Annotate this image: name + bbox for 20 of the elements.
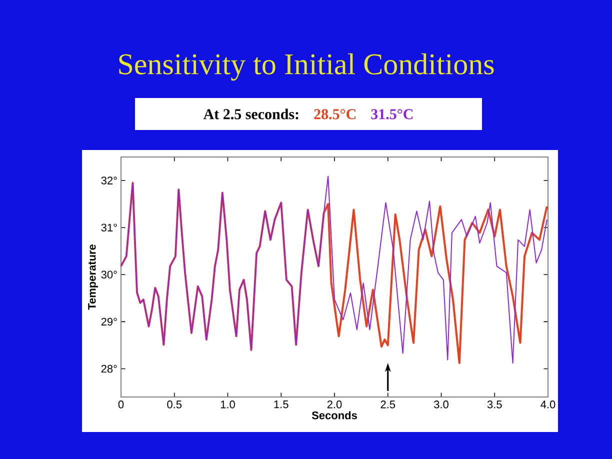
y-tick-label: 28° — [101, 364, 117, 373]
y-tick-label: 30° — [101, 270, 117, 279]
x-tick-label: 3.0 — [434, 400, 448, 408]
x-tick-label: 0 — [118, 400, 124, 408]
text: 28.5°C — [314, 109, 356, 120]
x-tick-label: 0.5 — [167, 400, 182, 408]
x-tick-label: 3.5 — [487, 400, 502, 408]
x-tick-label: 2.0 — [327, 400, 342, 408]
y-axis-title: Temperature — [88, 244, 98, 310]
y-tick-label: 29° — [101, 318, 117, 326]
y-tick-label: 31° — [101, 224, 117, 232]
x-tick-label: 2.5 — [380, 400, 396, 408]
text: At 2.5 seconds: — [203, 108, 298, 120]
x-tick-label: 1.5 — [274, 400, 288, 408]
x-tick-label: 4.0 — [540, 400, 556, 408]
y-tick-label: 32° — [101, 176, 117, 184]
text: 31.5°C — [371, 109, 413, 120]
x-axis-title: Seconds — [312, 411, 357, 420]
x-tick-label: 1.0 — [220, 400, 235, 408]
chart-title: Sensitivity to Initial Conditions — [119, 53, 494, 81]
